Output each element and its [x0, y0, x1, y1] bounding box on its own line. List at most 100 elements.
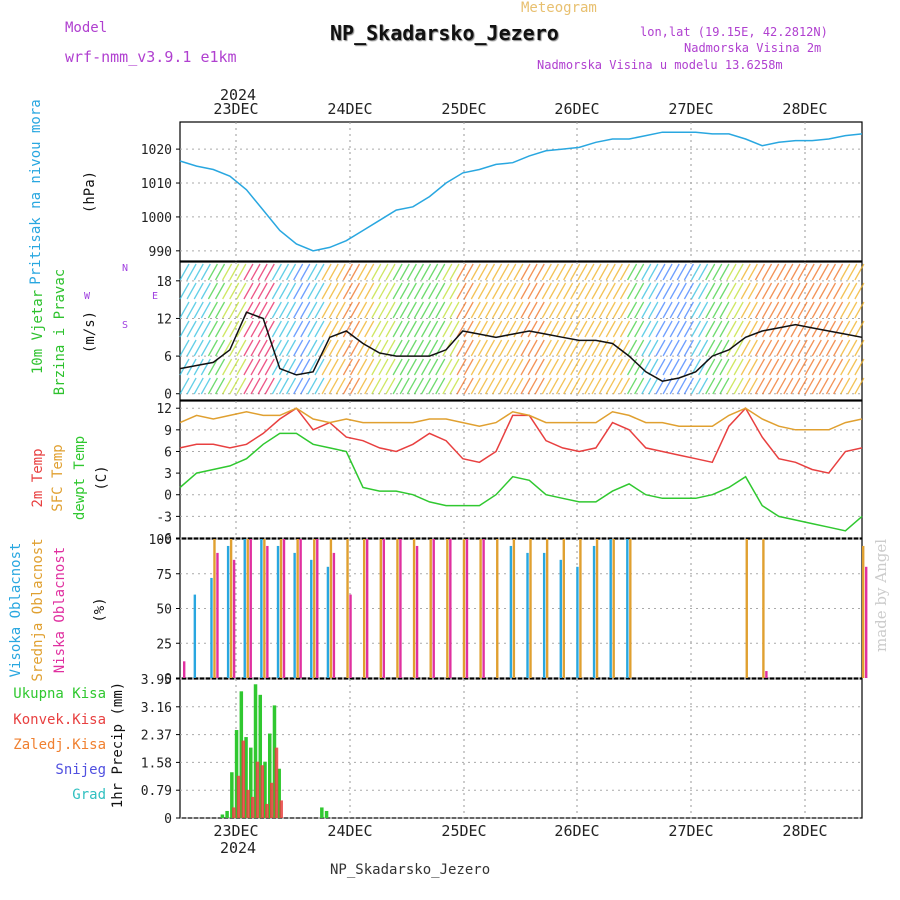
cloud-bar — [862, 545, 865, 678]
wind-barb — [825, 301, 837, 319]
wind-barb — [499, 339, 510, 357]
wind-barb — [840, 301, 851, 319]
wind-barb — [477, 377, 488, 395]
wind-barb — [342, 282, 353, 300]
wind-barb — [683, 301, 694, 319]
wind-barb — [392, 301, 403, 319]
cloud-bar — [362, 539, 366, 678]
wind-barb — [776, 301, 787, 319]
wind-barb — [420, 377, 432, 395]
wind-barb — [726, 358, 737, 376]
wind-barb — [776, 263, 787, 281]
wind-barb — [378, 320, 389, 338]
wind-barb — [463, 263, 474, 281]
wind-barb — [811, 263, 822, 281]
wind-barb — [243, 282, 254, 300]
cloud-bar — [609, 539, 612, 678]
wind-barb — [726, 301, 737, 319]
precip-bar — [239, 691, 244, 818]
wind-barb — [300, 339, 311, 357]
ytick-label-1-1: 6 — [164, 350, 172, 365]
meteogram-title: Meteogram — [521, 0, 597, 16]
wind-barb — [285, 263, 297, 281]
wind-barb — [300, 301, 311, 319]
wind-barb — [477, 282, 488, 300]
ylabel-pressure: Pritisak na nivou mora — [28, 99, 44, 284]
wind-barb — [534, 282, 545, 300]
wind-barb — [300, 282, 311, 300]
wind-barb — [833, 263, 844, 281]
wind-barb — [449, 301, 460, 319]
precip-bar — [220, 814, 225, 818]
wind-barb — [335, 358, 346, 376]
x-top-date-4: 27DEC — [668, 100, 713, 118]
x-top-date-5: 28DEC — [782, 100, 827, 118]
wind-barb — [598, 263, 609, 281]
wind-barb — [705, 301, 716, 319]
wind-barb — [570, 301, 581, 319]
wind-barb — [264, 320, 275, 338]
wind-barb — [811, 358, 822, 376]
precip-legend-0: Ukupna Kisa — [13, 686, 106, 702]
wind-barb — [342, 339, 353, 357]
wind-barb — [484, 377, 496, 395]
wind-barb — [399, 301, 410, 319]
wind-barb — [200, 282, 211, 300]
wind-barb — [854, 320, 865, 338]
wind-barb — [612, 377, 623, 395]
wind-barb — [449, 282, 460, 300]
ytick-label-4-4: 3.16 — [141, 701, 172, 716]
wind-barb — [207, 377, 218, 395]
x-bottom-date-5: 28DEC — [782, 822, 827, 840]
wind-barb — [641, 301, 652, 319]
wind-barb — [413, 263, 425, 281]
panel-frame-1 — [179, 261, 863, 401]
wind-barb — [328, 320, 339, 338]
wind-barb — [342, 358, 353, 376]
wind-barb — [222, 320, 233, 338]
wind-barb — [513, 339, 524, 357]
wind-barb — [484, 358, 496, 376]
wind-barb — [769, 301, 780, 319]
wind-barb — [712, 301, 723, 319]
wind-barb — [328, 358, 339, 376]
wind-barb — [222, 301, 233, 319]
wind-barb — [740, 339, 751, 357]
wind-barb — [669, 263, 680, 281]
cloud-bar — [562, 539, 565, 678]
wind-barb — [740, 377, 751, 395]
wind-barb — [769, 358, 780, 376]
ylabel-wind-unit: (m/s) — [82, 311, 98, 353]
wind-barb — [698, 320, 709, 338]
wind-barb — [364, 377, 375, 395]
ytick-label-3-3: 75 — [156, 568, 172, 583]
wind-barb — [847, 282, 858, 300]
wind-barb — [847, 301, 858, 319]
cloud-bar — [282, 539, 286, 678]
cloud-bar — [595, 539, 599, 678]
wind-barb — [314, 358, 325, 376]
wind-barb — [761, 282, 773, 300]
wind-barb — [413, 282, 425, 300]
cloud-bar — [465, 539, 469, 678]
wind-barb — [449, 339, 460, 357]
wind-barb — [669, 339, 680, 357]
wind-barb — [804, 263, 815, 281]
model-elevation: Nadmorska Visina u modelu 13.6258m — [537, 58, 783, 72]
wind-barb — [442, 377, 453, 395]
wind-barb — [797, 320, 808, 338]
wind-barb — [406, 358, 417, 376]
wind-barb — [406, 320, 417, 338]
wind-barb — [683, 320, 694, 338]
wind-barb — [662, 320, 673, 338]
ytick-label-3-0: 0 — [164, 672, 172, 687]
wind-barb — [825, 320, 837, 338]
lonlat: lon,lat (19.15E, 42.2812N) — [640, 25, 828, 39]
wind-barb — [847, 339, 858, 357]
cloud-bar — [429, 539, 432, 678]
wind-barb — [456, 282, 467, 300]
wind-barb — [442, 301, 453, 319]
wind-barb — [506, 301, 517, 319]
wind-barb — [634, 320, 645, 338]
wind-barb — [477, 358, 488, 376]
